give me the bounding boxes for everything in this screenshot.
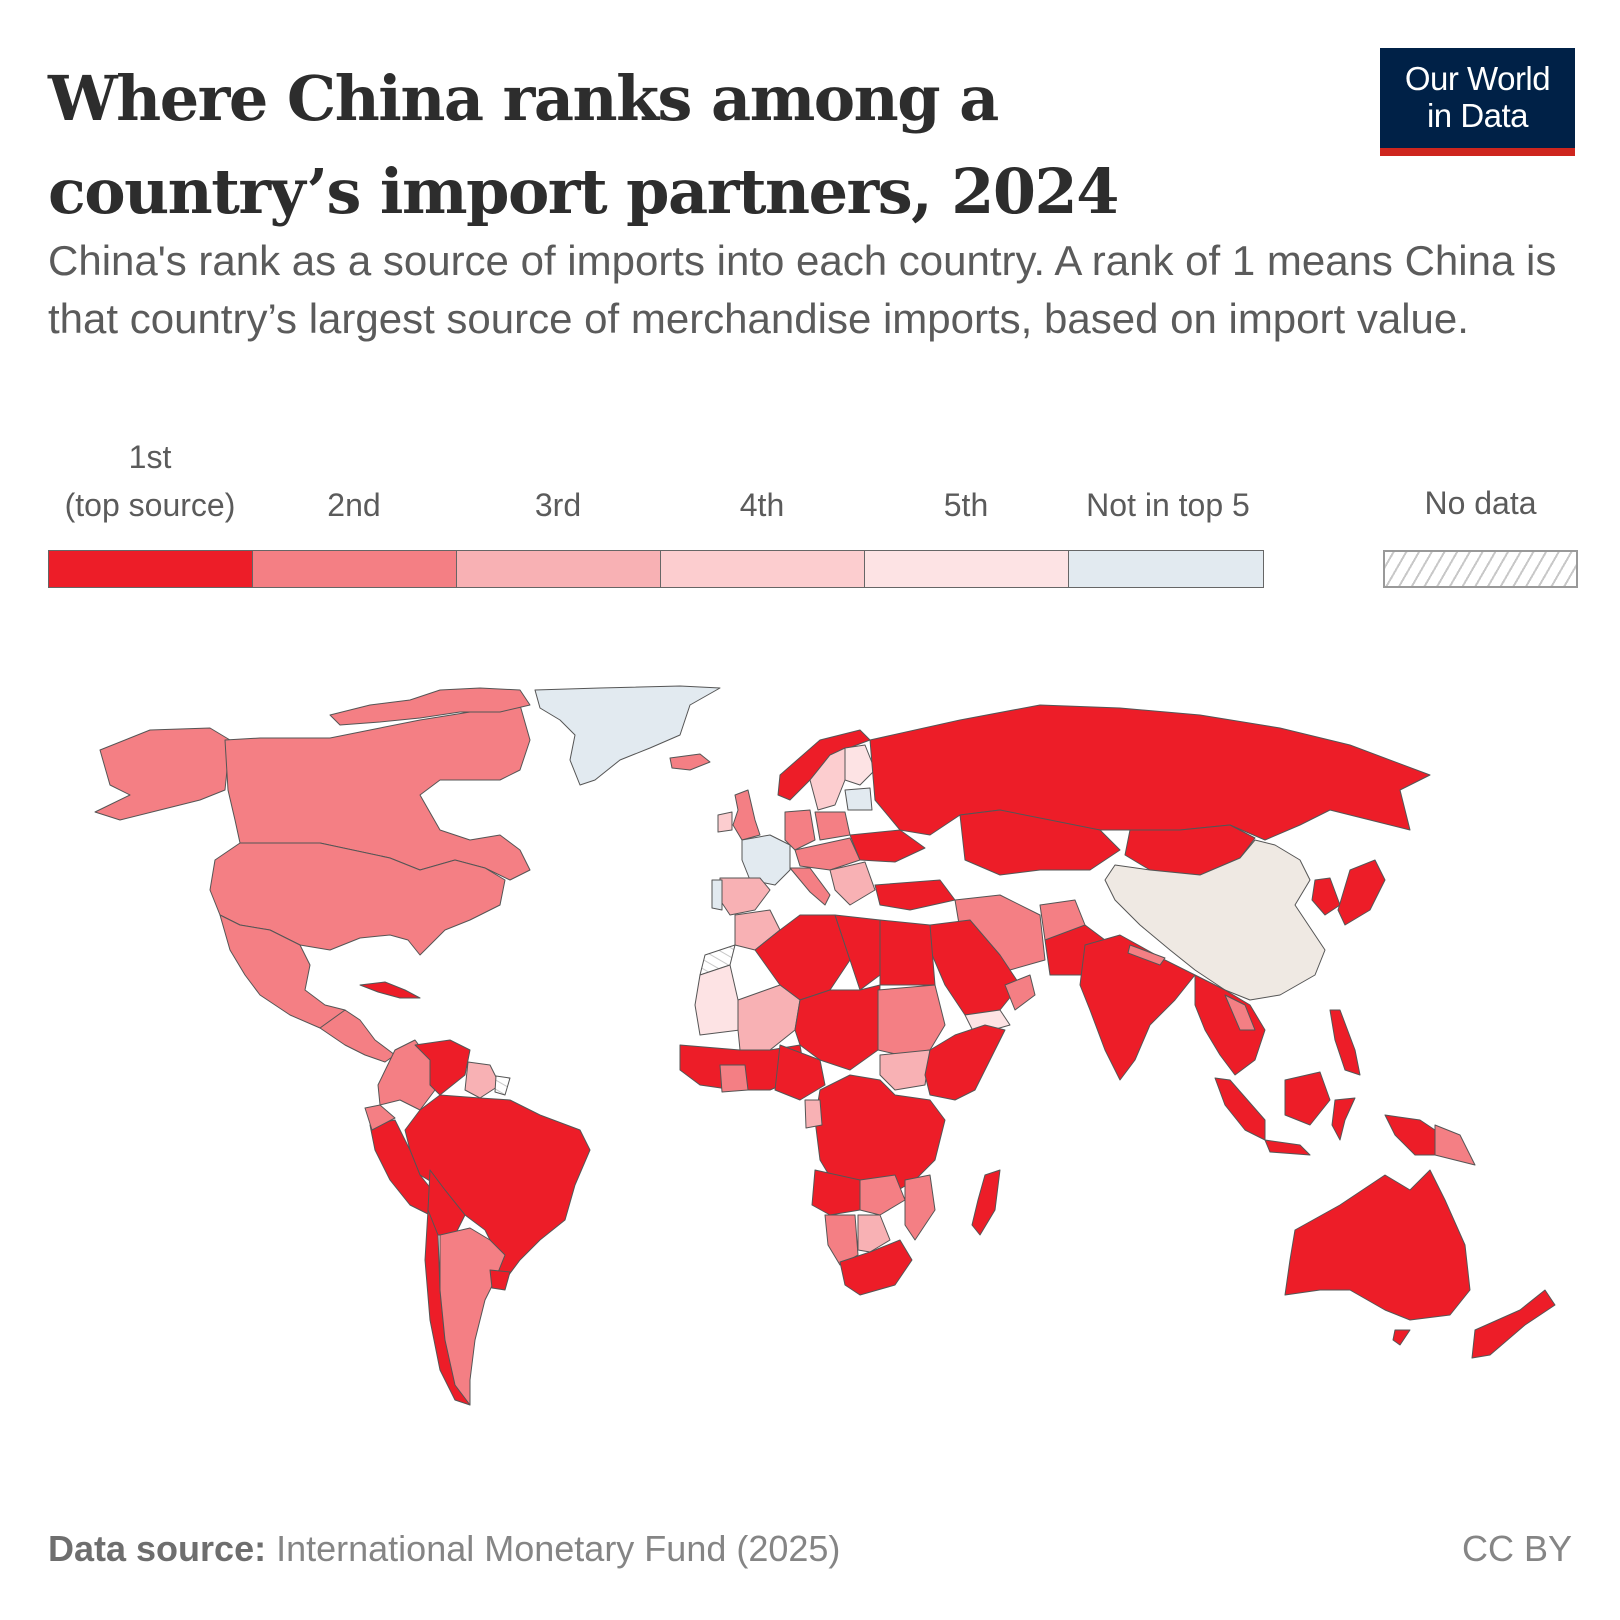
country-ireland[interactable] xyxy=(717,811,733,833)
country-papua-new-guinea[interactable] xyxy=(1434,1124,1476,1166)
country-niger-chad[interactable] xyxy=(794,984,881,1071)
country-brazil[interactable] xyxy=(404,1094,591,1281)
country-alaska[interactable] xyxy=(94,727,231,821)
country-turkey[interactable] xyxy=(874,879,956,911)
country-se-asia[interactable] xyxy=(1194,974,1266,1076)
country-angola[interactable] xyxy=(811,1169,861,1216)
country-japan[interactable] xyxy=(1337,859,1386,926)
country-france[interactable] xyxy=(741,834,791,886)
legend-label-1st-top: 1st xyxy=(128,439,172,475)
license-link[interactable]: CC BY xyxy=(1461,1528,1572,1569)
country-italy[interactable] xyxy=(789,867,831,906)
country-oman[interactable] xyxy=(1004,974,1036,1011)
country-gabon[interactable] xyxy=(804,1099,823,1129)
country-cote-divoire[interactable] xyxy=(719,1064,749,1093)
map-canvas[interactable] xyxy=(0,660,1620,1420)
legend-swatch-3rd[interactable] xyxy=(456,550,661,588)
country-ecuador[interactable] xyxy=(364,1104,396,1131)
country-madagascar[interactable] xyxy=(971,1169,1001,1236)
legend-label-1st: (top source) xyxy=(64,487,236,523)
country-new-guinea-west[interactable] xyxy=(1384,1114,1436,1156)
country-nepal[interactable] xyxy=(1127,944,1166,966)
country-greenland[interactable] xyxy=(534,685,721,786)
country-mali[interactable] xyxy=(737,984,801,1051)
country-uruguay[interactable] xyxy=(489,1269,511,1291)
legend-swatch-not-top5[interactable] xyxy=(1068,550,1264,588)
country-kazakhstan[interactable] xyxy=(959,809,1121,876)
country-mozambique[interactable] xyxy=(904,1174,936,1241)
country-guianas[interactable] xyxy=(464,1061,501,1099)
country-china[interactable] xyxy=(1104,839,1326,1001)
country-spain[interactable] xyxy=(719,877,771,916)
country-canada-arctic[interactable] xyxy=(329,687,531,726)
country-laos[interactable] xyxy=(1224,994,1256,1031)
country-borneo[interactable] xyxy=(1284,1071,1331,1126)
country-french-guiana[interactable] xyxy=(494,1075,511,1096)
country-argentina[interactable] xyxy=(439,1227,506,1406)
country-libya[interactable] xyxy=(834,914,881,991)
country-sumatra[interactable] xyxy=(1214,1077,1266,1141)
country-mauritania[interactable] xyxy=(694,964,741,1036)
country-balkans[interactable] xyxy=(829,861,876,906)
country-philippines[interactable] xyxy=(1329,1009,1361,1076)
data-source: Data source: International Monetary Fund… xyxy=(48,1528,840,1570)
country-ethiopia-horn[interactable] xyxy=(924,1024,1006,1101)
country-central-africa[interactable] xyxy=(814,1074,946,1196)
legend-swatch-no-data[interactable] xyxy=(1383,550,1578,588)
country-baltics[interactable] xyxy=(844,787,873,811)
legend-swatch-5th[interactable] xyxy=(864,550,1069,588)
country-new-zealand[interactable] xyxy=(1471,1289,1556,1359)
country-central-europe[interactable] xyxy=(794,837,861,871)
legend-label-4th: 4th xyxy=(739,487,785,523)
logo-accent-bar xyxy=(1380,148,1575,156)
country-cuba[interactable] xyxy=(359,981,421,999)
legend-swatch-4th[interactable] xyxy=(660,550,865,588)
logo-line-1: Our World xyxy=(1404,60,1551,97)
country-uk[interactable] xyxy=(732,789,761,841)
country-iceland[interactable] xyxy=(669,753,711,771)
country-tasmania[interactable] xyxy=(1392,1329,1411,1346)
legend-label-no-data: No data xyxy=(1424,485,1537,521)
country-australia[interactable] xyxy=(1284,1169,1471,1321)
country-java[interactable] xyxy=(1264,1139,1311,1156)
country-korea[interactable] xyxy=(1311,877,1341,916)
country-russia[interactable] xyxy=(869,704,1431,841)
legend-label-5th: 5th xyxy=(943,487,989,523)
legend-label-3rd: 3rd xyxy=(534,487,582,523)
data-source-text: International Monetary Fund (2025) xyxy=(276,1528,841,1569)
world-map[interactable] xyxy=(0,660,1620,1420)
legend-label-not-top5: Not in top 5 xyxy=(1086,487,1250,523)
chart-title: Where China ranks among a country’s impo… xyxy=(48,62,1119,228)
logo-text: Our World in Data xyxy=(1380,60,1575,134)
legend-swatch-2nd[interactable] xyxy=(252,550,457,588)
owid-logo[interactable]: Our World in Data xyxy=(1380,48,1575,156)
country-botswana[interactable] xyxy=(857,1214,891,1253)
country-poland[interactable] xyxy=(814,811,851,841)
country-egypt[interactable] xyxy=(879,919,936,986)
data-source-label: Data source: xyxy=(48,1528,267,1569)
legend: 1st (top source) 2nd 3rd 4th 5th Not in … xyxy=(48,439,1578,590)
country-nigeria[interactable] xyxy=(774,1044,826,1101)
country-sudan[interactable] xyxy=(877,984,946,1056)
legend-label-2nd: 2nd xyxy=(327,487,381,523)
country-sulawesi[interactable] xyxy=(1331,1097,1356,1141)
logo-line-2: in Data xyxy=(1426,97,1529,134)
country-zambia[interactable] xyxy=(859,1174,906,1216)
country-ukraine[interactable] xyxy=(849,829,926,863)
country-germany[interactable] xyxy=(784,809,816,851)
country-portugal[interactable] xyxy=(711,879,723,911)
chart-subtitle: China's rank as a source of imports into… xyxy=(48,237,1557,342)
legend-swatch-1st[interactable] xyxy=(48,550,253,588)
country-venezuela[interactable] xyxy=(414,1039,471,1096)
country-south-africa[interactable] xyxy=(839,1239,913,1296)
country-south-sudan[interactable] xyxy=(879,1049,931,1091)
country-finland[interactable] xyxy=(844,744,876,786)
country-chile[interactable] xyxy=(424,1209,471,1406)
